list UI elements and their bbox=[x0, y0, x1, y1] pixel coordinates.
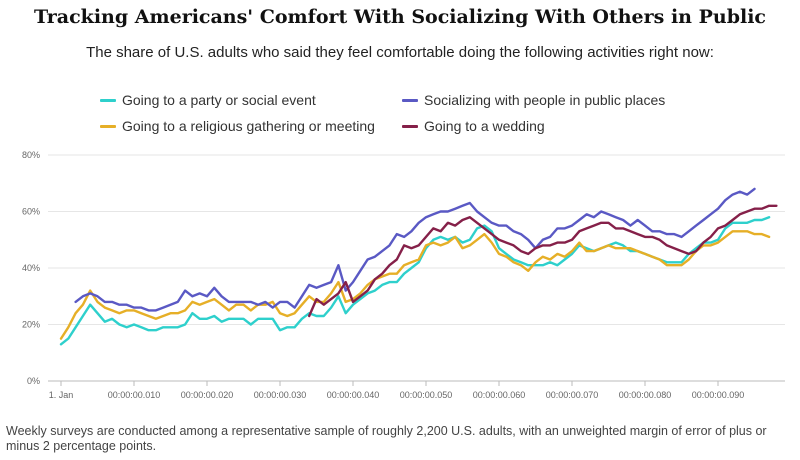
x-tick-label: 00:00:00.060 bbox=[473, 390, 526, 400]
x-tick-label: 00:00:00.030 bbox=[254, 390, 307, 400]
x-tick-label: 00:00:00.040 bbox=[327, 390, 380, 400]
legend-item-party[interactable]: Going to a party or social event bbox=[100, 92, 316, 108]
legend-label-religious: Going to a religious gathering or meetin… bbox=[122, 118, 375, 134]
series-line-2[interactable] bbox=[74, 187, 756, 312]
x-tick-label: 00:00:00.020 bbox=[181, 390, 234, 400]
line-chart: 0% 20% 40% 60% 80% 1. Jan 00:00:00.010 00:00:0… bbox=[22, 150, 785, 400]
legend-item-socializing[interactable]: Socializing with people in public places bbox=[402, 92, 665, 108]
x-tick-label: 00:00:00.080 bbox=[619, 390, 672, 400]
legend-item-wedding[interactable]: Going to a wedding bbox=[402, 118, 545, 134]
legend-swatch-socializing bbox=[402, 98, 418, 102]
x-tick-label: 00:00:00.050 bbox=[400, 390, 453, 400]
y-tick-label: 40% bbox=[22, 263, 40, 273]
series-line-0[interactable] bbox=[59, 215, 771, 346]
legend-label-wedding: Going to a wedding bbox=[424, 118, 545, 134]
x-axis: 1. Jan 00:00:00.010 00:00:00.020 00:00:00.0… bbox=[49, 381, 745, 400]
chart-title: Tracking Americans' Comfort With Sociali… bbox=[34, 6, 766, 28]
chart-subtitle: The share of U.S. adults who said they f… bbox=[86, 44, 714, 61]
y-tick-label: 0% bbox=[27, 376, 40, 386]
x-tick-label: 00:00:00.010 bbox=[108, 390, 161, 400]
y-axis: 0% 20% 40% 60% 80% bbox=[22, 150, 40, 386]
x-tick-label: 00:00:00.070 bbox=[546, 390, 599, 400]
grid-lines bbox=[48, 154, 785, 382]
legend-swatch-wedding bbox=[402, 124, 418, 128]
legend-label-socializing: Socializing with people in public places bbox=[424, 92, 666, 108]
legend-swatch-party bbox=[100, 98, 116, 102]
y-tick-label: 20% bbox=[22, 320, 40, 330]
y-tick-label: 60% bbox=[22, 207, 40, 217]
footnote: Weekly surveys are conducted among a rep… bbox=[6, 424, 767, 453]
legend-label-party: Going to a party or social event bbox=[122, 92, 316, 108]
y-tick-label: 80% bbox=[22, 150, 40, 160]
series-line-3[interactable] bbox=[308, 204, 778, 318]
series-lines bbox=[59, 187, 778, 346]
legend-item-religious[interactable]: Going to a religious gathering or meetin… bbox=[100, 118, 375, 134]
series-line-1[interactable] bbox=[59, 230, 771, 340]
x-tick-label: 00:00:00.090 bbox=[692, 390, 745, 400]
legend-swatch-religious bbox=[100, 124, 116, 128]
x-tick-label: 1. Jan bbox=[49, 390, 74, 400]
